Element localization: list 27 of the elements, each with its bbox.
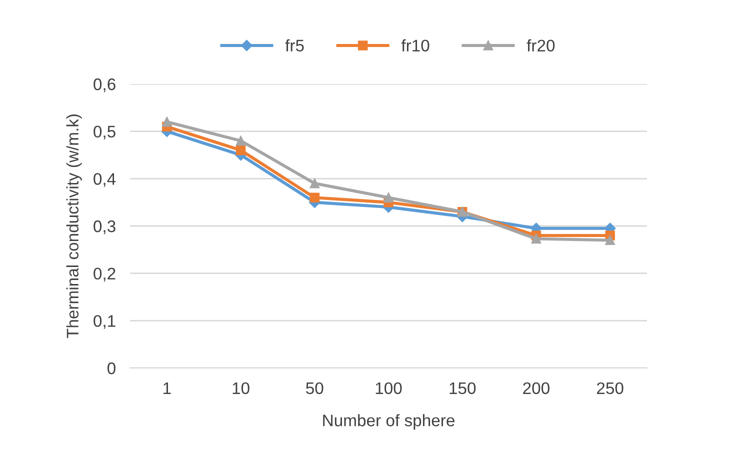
- legend-label: fr20: [526, 39, 555, 52]
- point: [236, 136, 246, 146]
- x-axis-title: Number of sphere: [323, 414, 454, 430]
- y-tick-label: 0,6: [94, 78, 116, 92]
- y-tick-label: 0,2: [94, 268, 116, 282]
- point: [310, 178, 320, 188]
- x-tick-label: 100: [376, 382, 402, 394]
- x-tick-label: 50: [306, 382, 324, 394]
- x-tick-label: 1: [164, 382, 171, 394]
- point: [531, 234, 542, 244]
- y-tick-label: 0,4: [94, 173, 116, 187]
- x-tick-label: 200: [523, 382, 550, 394]
- y-tick-label: 0: [107, 362, 116, 374]
- point: [384, 192, 394, 202]
- point: [162, 117, 172, 127]
- legend-label: fr10: [401, 39, 430, 52]
- point: [236, 145, 246, 156]
- point: [605, 235, 615, 246]
- y-tick-label: 0,3: [94, 220, 116, 234]
- y-axis-title: Therminal conductivity (w/m.k): [66, 114, 82, 338]
- y-tick-label: 0,1: [94, 315, 116, 329]
- x-tick-label: 10: [232, 382, 250, 394]
- x-tick-label: 250: [597, 382, 624, 394]
- y-tick-label: 0,5: [94, 126, 116, 140]
- point: [310, 192, 320, 202]
- x-tick-label: 150: [450, 382, 476, 394]
- legend-label: fr5: [285, 39, 304, 52]
